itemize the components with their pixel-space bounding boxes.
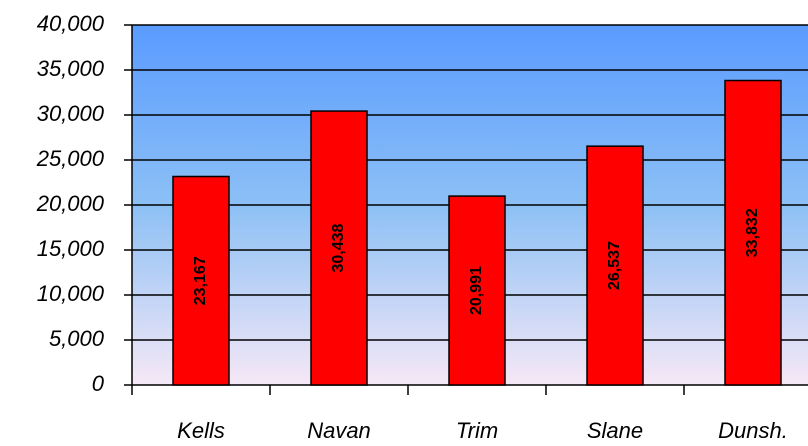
value-label: 30,438 — [330, 223, 347, 272]
y-tick-label: 15,000 — [37, 236, 105, 261]
y-tick-label: 30,000 — [37, 101, 105, 126]
value-label: 23,167 — [192, 256, 209, 305]
bar — [586, 145, 644, 386]
x-tick-label: Dunsh. — [718, 418, 788, 443]
bar — [448, 195, 506, 386]
bar — [724, 79, 782, 386]
x-tick-label: Trim — [456, 418, 498, 443]
x-tick-label: Slane — [587, 418, 643, 443]
y-tick-label: 35,000 — [37, 56, 105, 81]
value-label: 20,991 — [468, 266, 485, 315]
value-label: 33,832 — [744, 208, 761, 257]
value-label: 26,537 — [606, 241, 623, 290]
y-tick-label: 5,000 — [49, 326, 105, 351]
y-tick-label: 0 — [92, 371, 105, 396]
bar — [172, 175, 230, 386]
bar — [310, 110, 368, 386]
x-tick-label: Kells — [177, 418, 225, 443]
y-tick-label: 20,000 — [36, 191, 105, 216]
y-tick-label: 25,000 — [36, 146, 105, 171]
x-tick-label: Navan — [307, 418, 371, 443]
y-tick-label: 40,000 — [37, 11, 105, 36]
y-tick-label: 10,000 — [37, 281, 105, 306]
